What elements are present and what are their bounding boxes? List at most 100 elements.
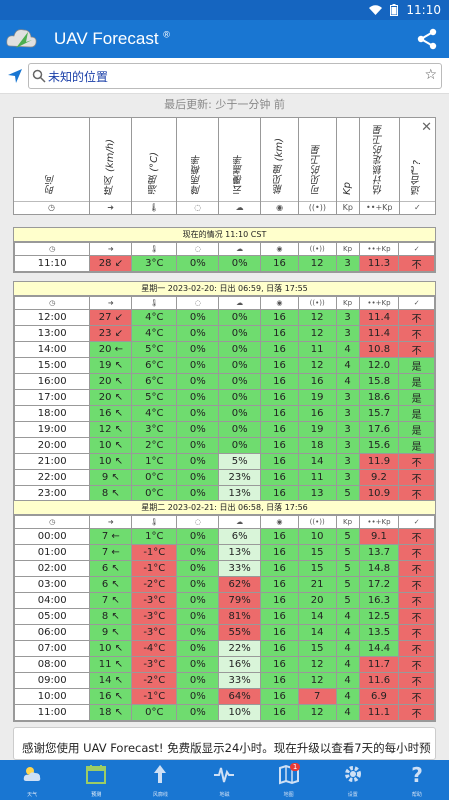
forecast-cell: 08:00 xyxy=(13,656,91,673)
search-input[interactable]: 未知的位置 ☆ xyxy=(28,63,442,89)
forecast-cell: 55% xyxy=(218,624,262,641)
forecast-cell: 0% xyxy=(218,341,262,358)
forecast-row[interactable]: 18:00 16 ↖ 4°C 0% 0% 16 16 3 15.7 是 xyxy=(13,405,435,422)
forecast-cell: 33% xyxy=(218,560,262,577)
forecast-row[interactable]: 05:00 8 ↖ -3°C 0% 81% 16 14 4 12.5 不 xyxy=(13,608,435,625)
close-icon[interactable]: ✕ xyxy=(421,120,432,135)
nav-item-help[interactable]: ? 帮助 xyxy=(385,760,449,800)
forecast-cell: 16 xyxy=(260,341,299,358)
forecast-cell: 22% xyxy=(218,640,262,657)
forecast-row[interactable]: 06:00 9 ↖ -3°C 0% 55% 16 14 4 13.5 不 xyxy=(13,624,435,641)
forecast-cell: 07:00 xyxy=(13,640,91,657)
forecast-cell: 0% xyxy=(176,576,220,593)
forecast-cell: 6.9 xyxy=(358,688,400,705)
forecast-cell: 0% xyxy=(176,357,220,374)
forecast-row[interactable]: 19:00 12 ↖ 3°C 0% 0% 16 19 3 17.6 是 xyxy=(13,421,435,438)
nav-item-label: 帮助 xyxy=(411,791,422,798)
column-header-label: 降雨概率 xyxy=(192,155,204,195)
forecast-cell: 17.2 xyxy=(358,576,400,593)
forecast-cell: 3°C xyxy=(131,421,178,438)
forecast-cell: 12 xyxy=(297,704,337,721)
forecast-row[interactable]: 04:00 7 ↖ -3°C 0% 79% 16 20 5 16.3 不 xyxy=(13,592,435,609)
location-arrow-icon[interactable] xyxy=(6,67,24,85)
nav-item-weather[interactable]: 天气 xyxy=(0,760,64,800)
forecast-cell: -1°C xyxy=(131,688,178,705)
column-header-label: 时间 xyxy=(46,175,58,195)
column-icon: ☁ xyxy=(218,296,262,310)
help-icon: ? xyxy=(406,763,428,789)
forecast-cell: 5% xyxy=(218,453,262,470)
forecast-cell: 0% xyxy=(176,688,220,705)
forecast-cell: 16 xyxy=(260,656,299,673)
forecast-row[interactable]: 11:00 18 ↖ 0°C 0% 10% 16 12 4 11.1 不 xyxy=(13,704,435,721)
forecast-row[interactable]: 07:00 10 ↖ -4°C 0% 22% 16 15 4 14.4 不 xyxy=(13,640,435,657)
forecast-row[interactable]: 00:00 7 ← 1°C 0% 6% 16 10 5 9.1 不 xyxy=(13,528,435,545)
forecast-cell: 6 ↖ xyxy=(89,576,133,593)
forecast-cell: 12 xyxy=(297,357,337,374)
forecast-row[interactable]: 15:00 19 ↖ 6°C 0% 0% 16 12 4 12.0 是 xyxy=(13,357,435,374)
forecast-cell: 0% xyxy=(176,453,220,470)
forecast-cell: 0% xyxy=(176,469,220,486)
forecast-row[interactable]: 01:00 7 ← -1°C 0% 13% 16 15 5 13.7 不 xyxy=(13,544,435,561)
forecast-row[interactable]: 08:00 11 ↖ -3°C 0% 16% 16 12 4 11.7 不 xyxy=(13,656,435,673)
forecast-cell: 1°C xyxy=(131,528,178,545)
icon-row: ◷ ➜ 🌡 ◌ ☁ ◉ ((•)) Kp ••+Kp ✓ xyxy=(13,515,435,529)
column-icon: ✓ xyxy=(398,242,435,256)
forecast-cell: 7 ← xyxy=(89,544,133,561)
forecast-cell: 0% xyxy=(218,405,262,422)
forecast-row[interactable]: 09:00 14 ↖ -2°C 0% 33% 16 12 4 11.6 不 xyxy=(13,672,435,689)
column-icon: ◌ xyxy=(176,242,220,256)
upgrade-banner[interactable]: 感谢您使用 UAV Forecast! 免费版显示24小时。现在升级以查看7天的… xyxy=(13,727,436,760)
forecast-row[interactable]: 02:00 6 ↖ -1°C 0% 33% 16 15 5 14.8 不 xyxy=(13,560,435,577)
forecast-row[interactable]: 17:00 20 ↖ 5°C 0% 0% 16 19 3 18.6 是 xyxy=(13,389,435,406)
column-icon: ✓ xyxy=(398,296,435,310)
forecast-cell: 0°C xyxy=(131,704,178,721)
forecast-row[interactable]: 21:00 10 ↖ 1°C 0% 5% 16 14 3 11.9 不 xyxy=(13,453,435,470)
forecast-row[interactable]: 22:00 9 ↖ 0°C 0% 23% 16 11 3 9.2 不 xyxy=(13,469,435,486)
forecast-row[interactable]: 16:00 20 ↖ 6°C 0% 0% 16 16 4 15.8 是 xyxy=(13,373,435,390)
forecast-cell: 10 ↖ xyxy=(89,437,133,454)
forecast-cell: 20:00 xyxy=(13,437,91,454)
forecast-cell: 10.9 xyxy=(358,485,400,502)
nav-item-gear[interactable]: 设置 xyxy=(321,760,385,800)
nav-item-calendar[interactable]: 预测 xyxy=(64,760,128,800)
forecast-row[interactable]: 13:00 23 ↙ 4°C 0% 0% 16 12 3 11.4 不 xyxy=(13,325,435,342)
forecast-row[interactable]: 23:00 8 ↖ 0°C 0% 13% 16 13 5 10.9 不 xyxy=(13,485,435,502)
nav-item-label: 设置 xyxy=(347,791,358,798)
forecast-cell: 不 xyxy=(398,453,435,470)
nav-item-pulse[interactable]: 地磁 xyxy=(192,760,256,800)
forecast-row[interactable]: 12:00 27 ↙ 4°C 0% 0% 16 12 3 11.4 不 xyxy=(13,309,435,326)
section-title: 星期二 2023-02-21: 日出 06:58, 日落 17:56 xyxy=(14,501,435,515)
nav-item-wind-arrow[interactable]: 风廓线 xyxy=(128,760,192,800)
forecast-row[interactable]: 03:00 6 ↖ -2°C 0% 62% 16 21 5 17.2 不 xyxy=(13,576,435,593)
column-header: 阵风 (km/h) ➜ xyxy=(89,118,133,214)
forecast-cell: 02:00 xyxy=(13,560,91,577)
forecast-cell: 11.3 xyxy=(358,255,400,272)
app-logo-icon xyxy=(6,29,37,48)
favorite-star-icon[interactable]: ☆ xyxy=(424,67,437,83)
column-header-icon: 🌡 xyxy=(132,201,177,214)
forecast-cell: 14 xyxy=(297,608,337,625)
forecast-cell: 18 ↖ xyxy=(89,704,133,721)
column-header-card: ✕ 时间 ◷ 阵风 (km/h) ➜ 温度 (°C) 🌡 降雨概率 ◌ 云覆盖率 ☁ 能见度 (km… xyxy=(13,117,436,215)
forecast-row[interactable]: 20:00 10 ↖ 2°C 0% 0% 16 18 3 15.6 是 xyxy=(13,437,435,454)
forecast-cell: 不 xyxy=(398,624,435,641)
forecast-cell: 9 ↖ xyxy=(89,624,133,641)
share-icon[interactable] xyxy=(415,27,439,51)
forecast-cell: 15.7 xyxy=(358,405,400,422)
column-icon: ((•)) xyxy=(297,296,337,310)
forecast-cell: 4 xyxy=(335,672,360,689)
forecast-cell: 10:00 xyxy=(13,688,91,705)
search-placeholder: 未知的位置 xyxy=(48,70,109,84)
forecast-row[interactable]: 14:00 20 ← 5°C 0% 0% 16 11 4 10.8 不 xyxy=(13,341,435,358)
nav-item-map[interactable]: 1 地图 xyxy=(257,760,321,800)
forecast-cell: 15 xyxy=(297,640,337,657)
column-header-icon: ➜ xyxy=(90,201,132,214)
forecast-cell: 11.1 xyxy=(358,704,400,721)
nav-item-label: 地磁 xyxy=(219,791,230,798)
forecast-row[interactable]: 11:10 28 ↙ 3°C 0% 0% 16 12 3 11.3 不 xyxy=(13,255,435,272)
forecast-row[interactable]: 10:00 16 ↖ -1°C 0% 64% 16 7 4 6.9 不 xyxy=(13,688,435,705)
column-icon: ◌ xyxy=(176,515,220,529)
forecast-cell: 是 xyxy=(398,405,435,422)
forecast-cell: 0% xyxy=(176,485,220,502)
